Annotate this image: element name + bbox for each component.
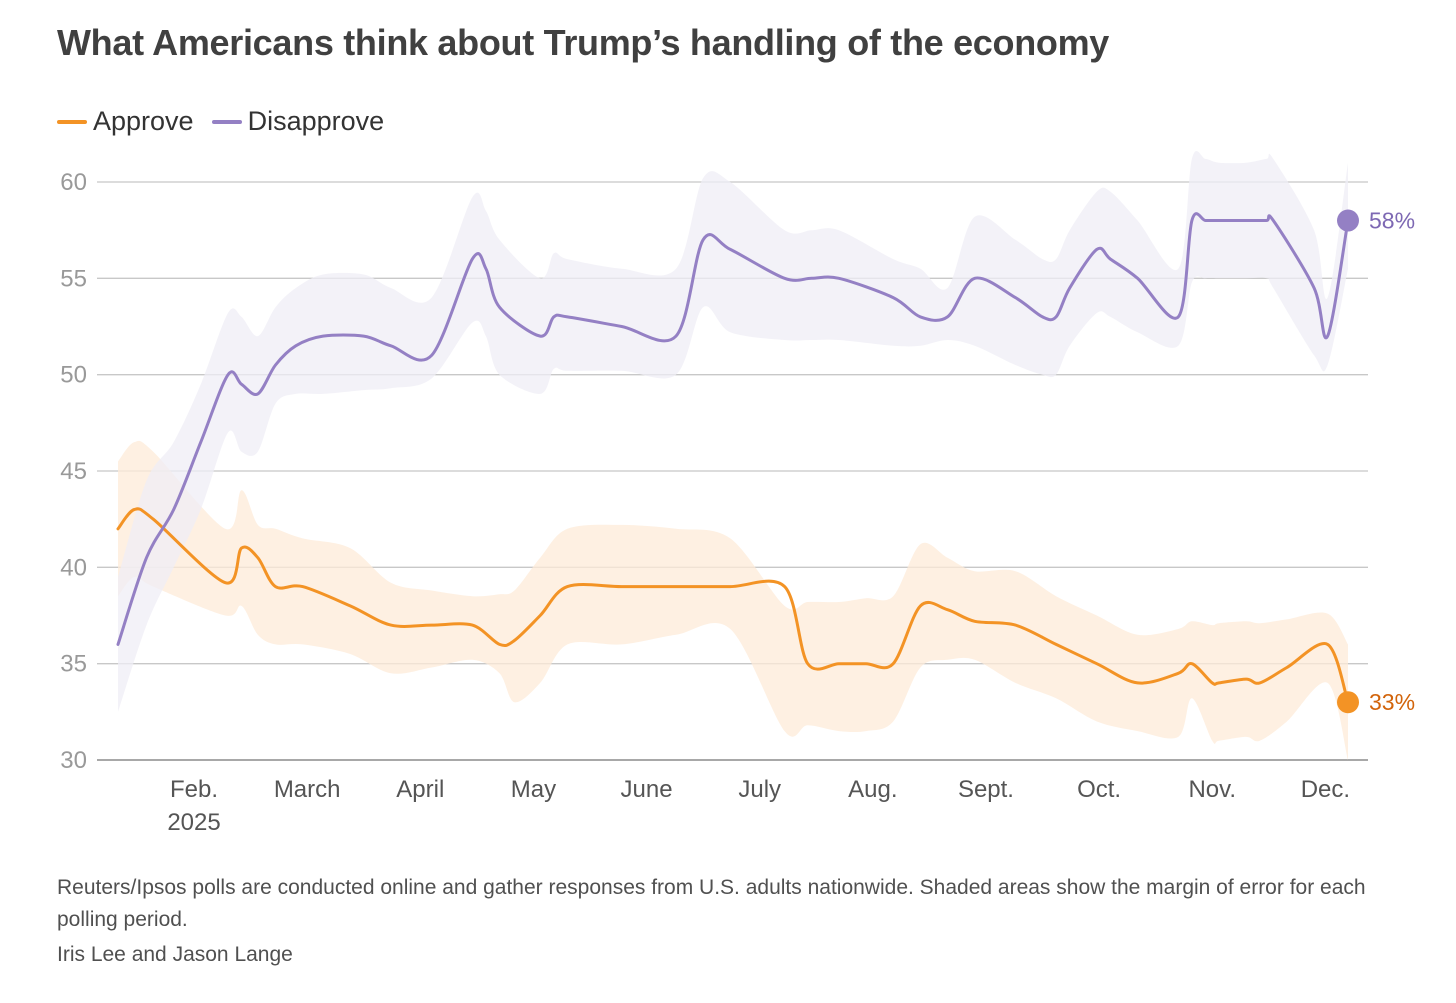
- approve-line: [116, 507, 1350, 704]
- approve-end-marker: [1337, 691, 1359, 714]
- x-tick-label-feb: Feb.: [170, 776, 218, 803]
- legend-item-disapprove: Disapprove: [211, 106, 385, 137]
- chart-title: What Americans think about Trump’s handl…: [57, 22, 1110, 63]
- approve-legend-swatch: [57, 119, 87, 124]
- band-layer: [118, 150, 1348, 760]
- x-tick-label-aug: Aug.: [848, 776, 897, 803]
- x-tick-label-july: July: [738, 776, 781, 803]
- line-chart: 60 55 50 45 40 35 30 Feb. 2025 March April May June J…: [60, 150, 1415, 836]
- disapprove-margin-band: [118, 150, 1348, 712]
- x-tick-label-sept: Sept.: [958, 776, 1014, 803]
- x-tick-label-dec: Dec.: [1301, 776, 1350, 803]
- y-tick-label-40: 40: [60, 554, 87, 581]
- legend: Approve Disapprove: [57, 106, 402, 137]
- y-tick-label-50: 50: [60, 362, 87, 389]
- disapprove-end-marker: [1337, 209, 1359, 232]
- disapprove-legend-label: Disapprove: [247, 106, 385, 136]
- y-tick-label-45: 45: [60, 458, 87, 485]
- disapprove-end-label: 58%: [1369, 208, 1415, 234]
- disapprove-legend-swatch: [211, 119, 242, 124]
- credit: Iris Lee and Jason Lange: [57, 943, 293, 966]
- disapprove-line: [116, 212, 1350, 646]
- y-tick-label-55: 55: [60, 265, 87, 292]
- x-tick-label-march: March: [274, 776, 341, 803]
- label-layer: 60 55 50 45 40 35 30 Feb. 2025 March April May June J…: [60, 169, 1415, 836]
- y-tick-label-30: 30: [60, 747, 87, 774]
- y-tick-label-60: 60: [60, 169, 87, 196]
- x-tick-sublabel-2025: 2025: [167, 809, 220, 836]
- x-tick-label-may: May: [511, 776, 556, 803]
- x-tick-label-oct: Oct.: [1077, 776, 1121, 803]
- x-tick-label-april: April: [396, 776, 444, 803]
- line-layer: [116, 209, 1359, 714]
- footnote: Reuters/Ipsos polls are conducted online…: [57, 876, 1366, 931]
- approve-end-label: 33%: [1369, 689, 1415, 715]
- y-tick-label-35: 35: [60, 651, 87, 678]
- legend-item-approve: Approve: [57, 106, 194, 137]
- x-tick-label-june: June: [621, 776, 673, 803]
- approve-margin-band: [118, 440, 1348, 760]
- x-tick-label-nov: Nov.: [1188, 776, 1236, 803]
- approve-legend-label: Approve: [93, 106, 194, 136]
